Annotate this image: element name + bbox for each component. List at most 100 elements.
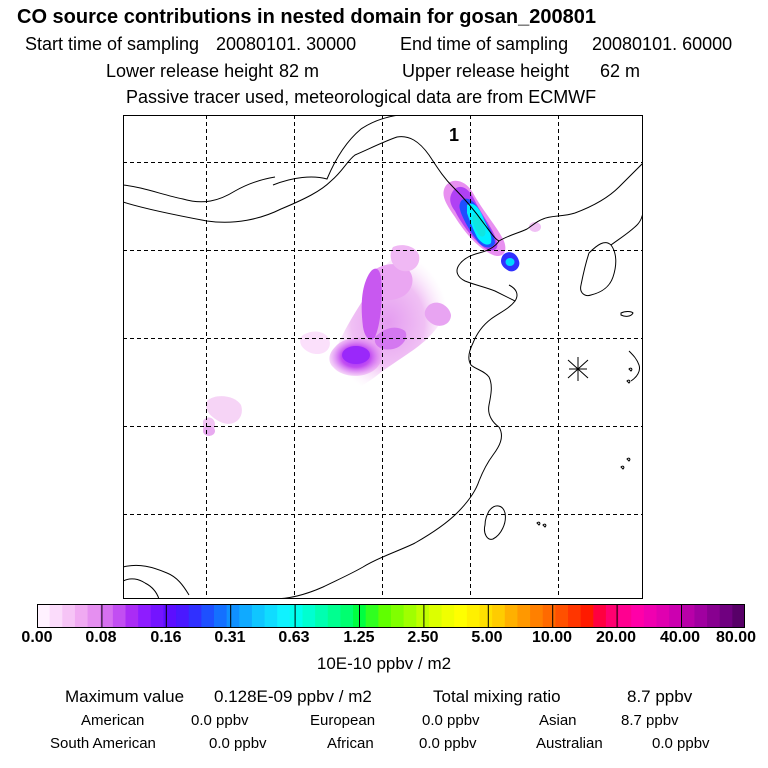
colorbar-cell <box>416 604 430 628</box>
region-value: 0.0 ppbv <box>419 735 477 752</box>
colorbar-cell <box>656 604 670 628</box>
coast-bohai-north <box>123 136 500 242</box>
colorbar-cell <box>631 604 645 628</box>
colorbar-label: 0.16 <box>150 629 182 646</box>
colorbar-ticks <box>101 604 682 628</box>
colorbar-unit: 10E-10 ppbv / m2 <box>316 654 452 673</box>
colorbar-label: 0.31 <box>214 629 246 646</box>
coastlines <box>123 115 643 599</box>
coast-japan-southwest <box>628 350 640 382</box>
colorbar-cell <box>239 604 253 628</box>
colorbar-cell <box>605 604 620 628</box>
start-time-value: 20080101. 30000 <box>216 34 357 54</box>
total-mixing-value: 8.7 ppbv <box>627 687 693 706</box>
colorbar-cell <box>214 604 228 628</box>
lower-release-label: Lower release height <box>106 61 274 81</box>
border-china-vietnam <box>123 564 190 596</box>
island-small-4 <box>542 523 547 528</box>
island-jeju <box>620 311 634 317</box>
upper-release-value: 62 m <box>600 61 641 81</box>
concentration-field <box>203 180 541 436</box>
colorbar-label: 0.08 <box>85 629 117 646</box>
max-value-label: Maximum value <box>65 687 185 706</box>
colorbar-cell <box>340 604 354 628</box>
border-sw-1 <box>123 578 146 584</box>
lower-release-value: 82 m <box>279 61 320 81</box>
receptor-marker <box>567 357 589 381</box>
map-frame <box>123 115 643 599</box>
colorbar-cell <box>479 604 493 628</box>
plume-upper-band-2 <box>390 245 420 272</box>
plume-purple-center <box>342 346 370 364</box>
colorbar-label: 0.63 <box>278 629 310 646</box>
island-small-2 <box>626 379 631 384</box>
colorbar <box>37 604 745 628</box>
island-small-1 <box>628 367 633 372</box>
colorbar-cell <box>87 604 101 628</box>
plume-korea-west-dot <box>529 222 541 232</box>
end-time-label: End time of sampling <box>400 34 569 54</box>
colorbar-cell <box>100 604 114 628</box>
colorbar-label: 40.00 <box>659 629 701 646</box>
grid-lines <box>123 115 643 599</box>
colorbar-cell <box>732 604 745 628</box>
colorbar-cell <box>125 604 139 628</box>
colorbar-cell <box>62 604 76 628</box>
coast-korea-east <box>610 210 643 246</box>
colorbar-label: 5.00 <box>471 629 503 646</box>
colorbar-cell <box>542 604 556 628</box>
colorbar-cell <box>289 604 304 628</box>
colorbar-cell <box>188 604 202 628</box>
coast-north-border <box>272 115 400 186</box>
plume-pale-west <box>206 396 242 424</box>
end-time-value: 20080101. 60000 <box>592 34 733 54</box>
coast-china-east <box>272 426 502 599</box>
plume-purple-stalk <box>361 268 382 340</box>
colorbar-cell <box>150 604 165 628</box>
colorbar-cell <box>707 604 721 628</box>
colorbar-cell <box>391 604 405 628</box>
colorbar-cell <box>681 604 696 628</box>
colorbar-cell <box>277 604 291 628</box>
coast-liaodong <box>498 212 576 242</box>
region-name: American <box>81 712 145 729</box>
colorbar-cell <box>719 604 733 628</box>
upper-release-label: Upper release height <box>402 61 570 81</box>
region-value: 8.7 ppbv <box>621 712 679 729</box>
colorbar-cell <box>226 604 240 628</box>
colorbar-cell <box>466 604 481 628</box>
colorbar-cell <box>428 604 443 628</box>
colorbar-cell <box>694 604 708 628</box>
island-ryukyu-2 <box>620 465 625 470</box>
colorbar-cells <box>37 604 745 628</box>
colorbar-cell <box>264 604 278 628</box>
colorbar-cell <box>49 604 63 628</box>
colorbar-label: 80.00 <box>715 629 757 646</box>
plot-title: CO source contributions in nested domain… <box>17 6 597 28</box>
colorbar-cell <box>568 604 582 628</box>
plume-ne-streak <box>424 302 451 326</box>
colorbar-cell <box>251 604 266 628</box>
colorbar-cell <box>441 604 455 628</box>
colorbar-cell <box>327 604 342 628</box>
colorbar-cell <box>201 604 215 628</box>
colorbar-cell <box>112 604 127 628</box>
colorbar-label: 10.00 <box>531 629 573 646</box>
colorbar-cell <box>302 604 316 628</box>
colorbar-cell <box>555 604 569 628</box>
colorbar-cell <box>74 604 89 628</box>
region-name: European <box>310 712 376 729</box>
colorbar-frame <box>37 604 745 628</box>
colorbar-label: 20.00 <box>595 629 637 646</box>
coast-korea <box>580 242 617 296</box>
plume-pale-haze <box>300 331 330 355</box>
region-name: Asian <box>539 712 577 729</box>
colorbar-cell <box>517 604 531 628</box>
colorbar-cell <box>530 604 544 628</box>
plume-shandong-core <box>505 258 515 266</box>
colorbar-cell <box>176 604 190 628</box>
region-name: African <box>327 735 374 752</box>
colorbar-cell <box>138 604 152 628</box>
island-taiwan <box>484 505 506 540</box>
map-panel: 1 <box>123 115 643 599</box>
